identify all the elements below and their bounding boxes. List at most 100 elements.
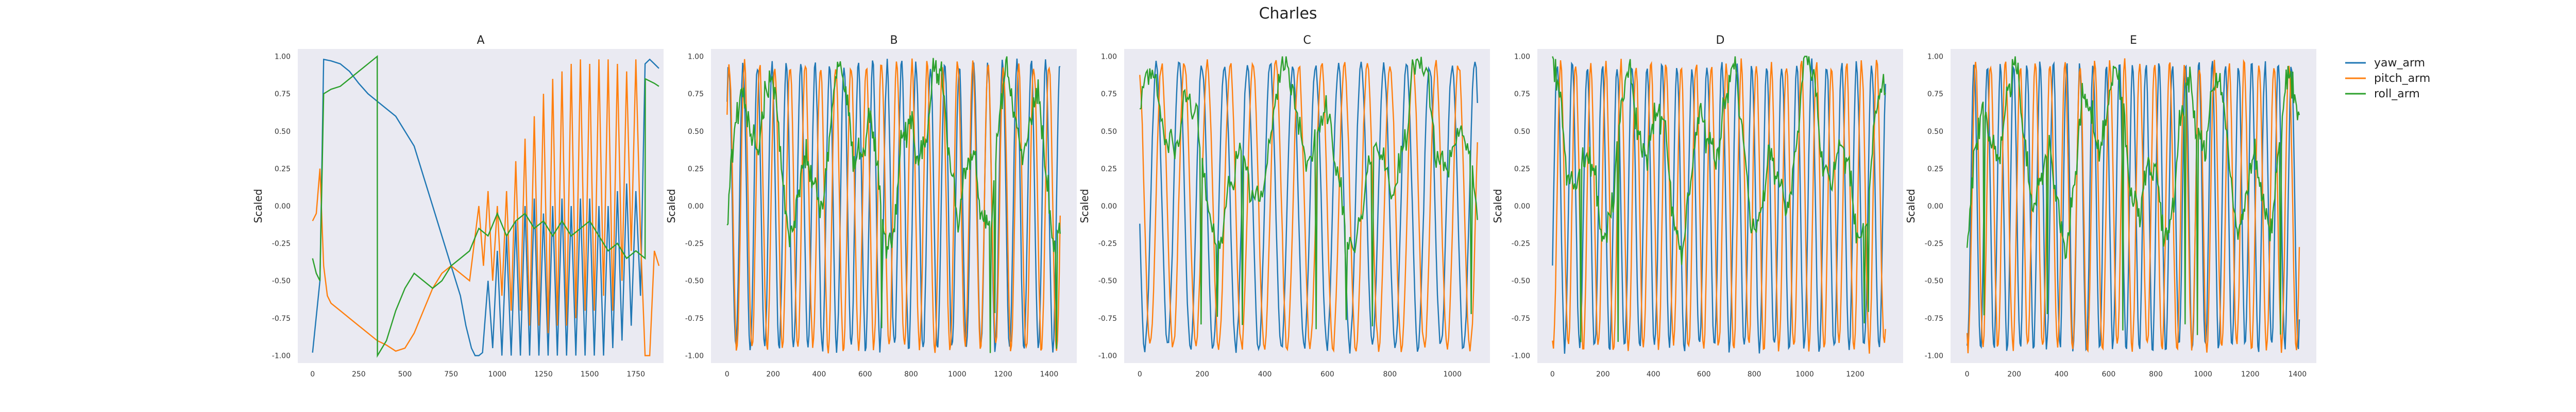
- x-tick-label: 600: [858, 370, 872, 379]
- y-tick-label: 0.00: [688, 202, 704, 211]
- series-line-roll-arm: [1966, 56, 2300, 335]
- x-tick-label: 200: [1195, 370, 1209, 379]
- y-tick-label: 0.75: [688, 90, 704, 98]
- x-tick-label: 400: [2055, 370, 2069, 379]
- x-tick-label: 750: [444, 370, 458, 379]
- x-tick-label: 1500: [581, 370, 599, 379]
- x-tick-label: 800: [904, 370, 918, 379]
- y-tick-label: 0.00: [1101, 202, 1117, 211]
- x-tick-label: 200: [766, 370, 780, 379]
- y-tick-label: -0.25: [1098, 240, 1117, 248]
- x-tick-label: 1250: [534, 370, 553, 379]
- x-tick-label: 0: [1550, 370, 1555, 379]
- x-tick-label: 0: [1965, 370, 1970, 379]
- x-tick-label: 400: [1647, 370, 1660, 379]
- x-tick-label: 800: [1383, 370, 1397, 379]
- x-tick-label: 0: [725, 370, 730, 379]
- legend-label-yaw-arm: yaw_arm: [2374, 57, 2425, 70]
- panel-title: A: [477, 34, 484, 47]
- panel-title: D: [1716, 34, 1725, 47]
- x-tick-label: 600: [1697, 370, 1711, 379]
- y-tick-label: -1.00: [1925, 352, 1943, 360]
- panel-title: C: [1303, 34, 1311, 47]
- legend-label-pitch-arm: pitch_arm: [2374, 72, 2430, 85]
- x-tick-label: 1200: [994, 370, 1012, 379]
- x-tick-label: 250: [352, 370, 366, 379]
- x-tick-label: 1400: [1040, 370, 1059, 379]
- series-line-roll-arm: [1552, 56, 1886, 342]
- y-tick-label: 1.00: [688, 53, 704, 61]
- x-tick-label: 1200: [2241, 370, 2260, 379]
- y-tick-label: -0.75: [685, 315, 704, 323]
- y-tick-label: -0.75: [1925, 315, 1943, 323]
- series-line-yaw-arm: [726, 58, 1061, 353]
- y-axis-label: Scaled: [1078, 189, 1091, 224]
- y-tick-label: 0.50: [688, 128, 704, 136]
- y-tick-label: -0.50: [1098, 277, 1117, 285]
- x-tick-label: 1000: [2194, 370, 2212, 379]
- x-tick-label: 200: [2007, 370, 2021, 379]
- y-tick-label: -0.50: [1512, 277, 1530, 285]
- y-tick-label: 0.25: [688, 165, 704, 173]
- y-tick-label: 0.25: [1927, 165, 1943, 173]
- x-tick-label: 1200: [1846, 370, 1865, 379]
- x-tick-label: 400: [812, 370, 826, 379]
- y-tick-label: -1.00: [1098, 352, 1117, 360]
- panel-e: E Scaled -1.00 -0.75 -0.50 -0.25 0.00 0.25 0.50 0…: [1905, 34, 2316, 379]
- x-tick-label: 500: [398, 370, 412, 379]
- series-line-yaw-arm: [1966, 61, 2300, 352]
- x-tick-label: 1750: [626, 370, 645, 379]
- panel-a: A Scaled -1.00 -0.75 -0.50 -0.25 0.00 0.25 0.50 0…: [252, 34, 664, 379]
- y-tick-label: -0.25: [1512, 240, 1530, 248]
- y-tick-label: 0.25: [275, 165, 291, 173]
- y-tick-label: 0.00: [1927, 202, 1943, 211]
- y-tick-label: 0.50: [1514, 128, 1530, 136]
- y-tick-label: -1.00: [685, 352, 704, 360]
- y-tick-label: 0.25: [1514, 165, 1530, 173]
- y-tick-label: 0.50: [1927, 128, 1943, 136]
- y-tick-label: 0.00: [275, 202, 291, 211]
- y-tick-label: -0.50: [272, 277, 291, 285]
- x-tick-label: 600: [1320, 370, 1334, 379]
- series-line-pitch-arm: [1139, 59, 1478, 353]
- x-tick-label: 1000: [488, 370, 506, 379]
- series-line-yaw-arm: [312, 58, 659, 356]
- panel-c: C Scaled -1.00 -0.75 -0.50 -0.25 0.00 0.25 0.50 0…: [1078, 34, 1490, 379]
- y-tick-label: 0.00: [1514, 202, 1530, 211]
- y-tick-label: -0.25: [272, 240, 291, 248]
- y-tick-label: 0.50: [275, 128, 291, 136]
- legend: yaw_arm pitch_arm roll_arm: [2345, 57, 2430, 100]
- panel-b: B Scaled -1.00 -0.75 -0.50 -0.25 0.00 0.25 0.50 0…: [665, 34, 1077, 379]
- x-tick-label: 200: [1596, 370, 1610, 379]
- y-tick-label: 0.75: [1101, 90, 1117, 98]
- x-tick-label: 800: [1748, 370, 1761, 379]
- y-axis-label: Scaled: [1905, 189, 1917, 224]
- y-axis-label: Scaled: [1492, 189, 1504, 224]
- series-line-roll-arm: [726, 56, 1061, 353]
- y-tick-label: 1.00: [1927, 53, 1943, 61]
- panel-title: B: [890, 34, 897, 47]
- y-tick-label: -0.50: [685, 277, 704, 285]
- x-tick-label: 1000: [948, 370, 967, 379]
- y-axis-label: Scaled: [665, 189, 677, 224]
- y-tick-label: -0.75: [272, 315, 291, 323]
- y-tick-label: 1.00: [1101, 53, 1117, 61]
- y-tick-label: -1.00: [272, 352, 291, 360]
- y-tick-label: -0.75: [1512, 315, 1530, 323]
- x-tick-label: 600: [2102, 370, 2116, 379]
- y-tick-label: -0.50: [1925, 277, 1943, 285]
- y-tick-label: 0.75: [275, 90, 291, 98]
- panel-d: D Scaled -1.00 -0.75 -0.50 -0.25 0.00 0.25 0.50 0…: [1492, 34, 1903, 379]
- y-tick-label: -0.75: [1098, 315, 1117, 323]
- y-tick-label: -0.25: [685, 240, 704, 248]
- y-tick-label: 0.50: [1101, 128, 1117, 136]
- plot-area: [711, 49, 1077, 363]
- y-tick-label: 0.75: [1514, 90, 1530, 98]
- y-tick-label: -1.00: [1512, 352, 1530, 360]
- y-tick-label: 0.75: [1927, 90, 1943, 98]
- series-line-pitch-arm: [1552, 58, 1886, 354]
- x-tick-label: 1000: [1795, 370, 1814, 379]
- subplots: A Scaled -1.00 -0.75 -0.50 -0.25 0.00 0.25 0.50 0…: [252, 34, 2316, 379]
- x-tick-label: 1400: [2289, 370, 2307, 379]
- panel-title: E: [2130, 34, 2137, 47]
